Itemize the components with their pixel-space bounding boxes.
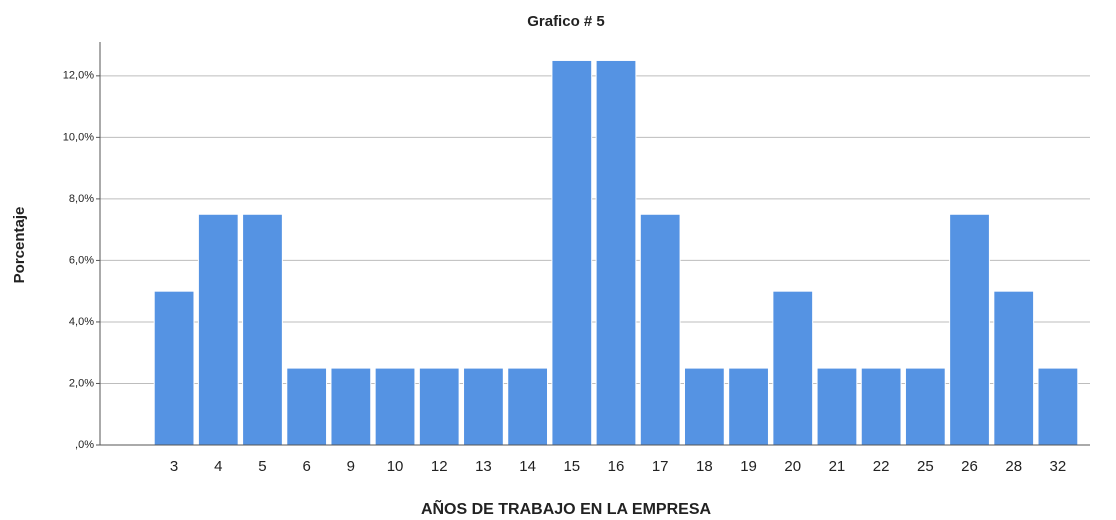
bar (286, 367, 328, 446)
y-tick-label: 4,0% (69, 316, 94, 328)
bar (507, 367, 549, 446)
y-tick-label: 12,0% (63, 70, 94, 82)
bar (772, 290, 814, 446)
bar (816, 367, 858, 446)
x-axis-label: AÑOS DE TRABAJO EN LA EMPRESA (421, 498, 712, 518)
bar (551, 59, 593, 446)
x-tick-label: 6 (302, 458, 310, 475)
y-tick-label: 6,0% (69, 254, 94, 266)
bar (595, 59, 637, 446)
bar (1037, 367, 1079, 446)
x-tick-label: 15 (563, 458, 580, 475)
bar (418, 367, 460, 446)
bar (949, 213, 990, 446)
bar (463, 367, 504, 446)
bar (374, 367, 416, 446)
x-tick-label: 17 (652, 458, 669, 475)
x-tick-label: 9 (347, 458, 355, 475)
x-tick-label: 20 (784, 458, 801, 475)
y-tick-label: 2,0% (69, 377, 94, 389)
bar (683, 367, 725, 446)
bar (728, 367, 769, 446)
x-tick-label: 28 (1005, 458, 1022, 475)
x-tick-label: 4 (214, 458, 222, 475)
x-tick-label: 22 (873, 458, 890, 475)
bar (242, 213, 283, 446)
bar (153, 290, 195, 446)
y-tick-label: 10,0% (63, 131, 94, 143)
bar (197, 213, 239, 446)
bar (330, 367, 372, 446)
x-tick-label: 16 (608, 458, 625, 475)
bar (993, 290, 1035, 446)
x-tick-label: 13 (475, 458, 492, 475)
x-tick-label: 14 (519, 458, 536, 475)
y-tick-label: ,0% (75, 439, 94, 451)
x-tick-label: 25 (917, 458, 934, 475)
bar (904, 367, 946, 446)
x-tick-label: 5 (258, 458, 266, 475)
y-axis-label: Porcentaje (11, 207, 28, 284)
x-tick-label: 26 (961, 458, 978, 475)
bar (860, 367, 902, 446)
x-tick-label: 10 (387, 458, 404, 475)
y-tick-label: 8,0% (69, 193, 94, 205)
x-tick-label: 19 (740, 458, 757, 475)
x-tick-label: 21 (829, 458, 846, 475)
x-tick-label: 3 (170, 458, 178, 475)
chart-title: Grafico # 5 (527, 13, 605, 30)
x-tick-label: 32 (1050, 458, 1067, 475)
x-tick-label: 18 (696, 458, 713, 475)
x-tick-label: 12 (431, 458, 448, 475)
bar (639, 213, 681, 446)
